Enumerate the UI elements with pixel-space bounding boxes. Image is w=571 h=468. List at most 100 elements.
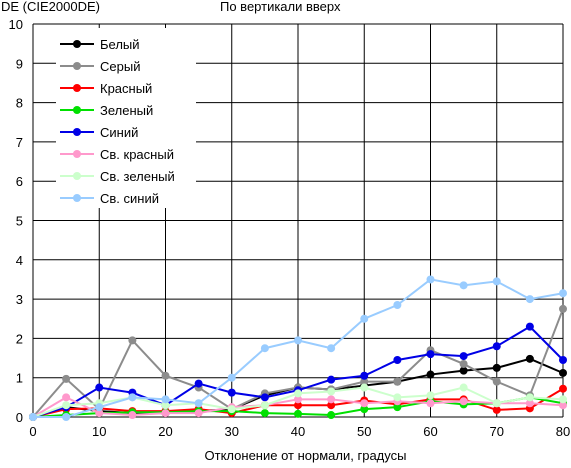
data-point bbox=[559, 395, 567, 404]
data-point bbox=[360, 371, 369, 380]
data-point bbox=[559, 356, 567, 365]
data-point bbox=[525, 393, 534, 402]
data-point bbox=[227, 373, 236, 382]
data-point bbox=[294, 409, 302, 418]
data-point bbox=[426, 275, 435, 284]
legend-label: Зеленый bbox=[100, 103, 153, 118]
data-point bbox=[327, 395, 336, 404]
data-point bbox=[294, 389, 302, 398]
data-point bbox=[525, 322, 534, 331]
legend-swatch-marker bbox=[73, 84, 81, 92]
data-point bbox=[294, 401, 302, 410]
data-point bbox=[260, 409, 269, 418]
chart-title: По вертикали вверх bbox=[220, 0, 341, 14]
y-tick-label: 6 bbox=[16, 174, 23, 189]
data-point bbox=[95, 383, 104, 392]
data-point bbox=[525, 295, 534, 304]
data-point bbox=[559, 368, 567, 377]
y-tick-label: 9 bbox=[16, 56, 23, 71]
data-point bbox=[62, 401, 71, 410]
data-point bbox=[260, 344, 269, 353]
data-point bbox=[360, 314, 369, 323]
data-point bbox=[459, 366, 468, 375]
data-point bbox=[393, 377, 402, 386]
data-point bbox=[95, 403, 104, 412]
y-tick-label: 0 bbox=[16, 410, 23, 425]
data-point bbox=[294, 395, 302, 404]
x-axis-title: Отклонение от нормали, градусы bbox=[204, 448, 407, 463]
data-point bbox=[492, 399, 501, 408]
data-point bbox=[426, 399, 435, 408]
y-tick-label: 8 bbox=[16, 96, 23, 111]
data-point bbox=[360, 399, 369, 408]
data-point bbox=[227, 388, 236, 397]
series-Св. зеленый bbox=[29, 383, 567, 421]
x-tick-label: 50 bbox=[357, 424, 371, 439]
series-Св. синий bbox=[29, 275, 567, 421]
legend-label: Синий bbox=[100, 125, 138, 140]
data-point bbox=[559, 401, 567, 410]
x-tick-label: 70 bbox=[490, 424, 504, 439]
data-point bbox=[260, 401, 269, 410]
data-point bbox=[525, 399, 534, 408]
data-point bbox=[492, 342, 501, 351]
legend-swatch-marker bbox=[73, 128, 81, 136]
data-point bbox=[360, 377, 369, 386]
x-tick-label: 40 bbox=[291, 424, 305, 439]
data-point bbox=[327, 411, 336, 420]
data-point bbox=[393, 356, 402, 365]
data-point bbox=[62, 374, 71, 383]
data-point bbox=[194, 379, 203, 388]
data-point bbox=[360, 405, 369, 414]
legend-swatch-marker bbox=[73, 150, 81, 158]
data-point bbox=[161, 371, 170, 380]
x-tick-label: 30 bbox=[225, 424, 239, 439]
data-point bbox=[559, 289, 567, 298]
x-tick-label: 20 bbox=[158, 424, 172, 439]
data-point bbox=[194, 409, 203, 418]
y-tick-label: 5 bbox=[16, 214, 23, 229]
y-tick-label: 3 bbox=[16, 292, 23, 307]
data-point bbox=[426, 391, 435, 400]
data-point bbox=[327, 375, 336, 384]
data-point bbox=[393, 300, 402, 309]
data-point bbox=[492, 377, 501, 386]
data-point bbox=[128, 393, 137, 402]
data-point bbox=[459, 383, 468, 392]
data-point bbox=[559, 304, 567, 313]
legend-swatch-marker bbox=[73, 172, 81, 180]
legend-swatch-marker bbox=[73, 62, 81, 70]
data-point bbox=[360, 383, 369, 392]
data-point bbox=[426, 350, 435, 359]
y-tick-label: 7 bbox=[16, 135, 23, 150]
x-tick-label: 0 bbox=[29, 424, 36, 439]
data-point bbox=[62, 413, 71, 421]
legend-label: Св. красный bbox=[100, 147, 174, 162]
y-tick-label: 2 bbox=[16, 331, 23, 346]
y-tick-label: 4 bbox=[16, 253, 23, 268]
data-point bbox=[492, 405, 501, 414]
legend: Белый Серый Красный Зеленый Синий Св. красный… bbox=[56, 28, 196, 208]
series-lines bbox=[29, 275, 567, 421]
legend-label: Св. зеленый bbox=[100, 169, 175, 184]
data-point bbox=[294, 336, 302, 345]
legend-label: Серый bbox=[100, 59, 140, 74]
y-tick-label: 1 bbox=[16, 371, 23, 386]
y-tick-label: 10 bbox=[9, 17, 23, 32]
data-point bbox=[393, 393, 402, 402]
data-point bbox=[161, 395, 170, 404]
legend-label: Красный bbox=[100, 81, 152, 96]
data-point bbox=[161, 401, 170, 410]
data-point bbox=[128, 411, 137, 420]
data-point bbox=[525, 354, 534, 363]
legend-swatch-marker bbox=[73, 194, 81, 202]
x-tick-label: 10 bbox=[92, 424, 106, 439]
x-tick-label: 60 bbox=[423, 424, 437, 439]
data-point bbox=[327, 401, 336, 410]
data-point bbox=[459, 359, 468, 368]
axes: 0 1 2 3 4 5 6 7 8 9 10 0 10 20 30 40 50 60 70 80 bbox=[9, 17, 571, 439]
data-point bbox=[227, 405, 236, 414]
data-point bbox=[459, 352, 468, 361]
data-point bbox=[161, 409, 170, 418]
